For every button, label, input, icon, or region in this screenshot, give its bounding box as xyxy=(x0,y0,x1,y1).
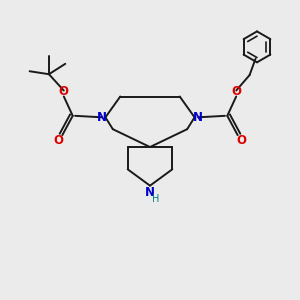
Text: O: O xyxy=(59,85,69,98)
Text: O: O xyxy=(236,134,246,147)
Text: O: O xyxy=(231,85,241,98)
Text: N: N xyxy=(145,186,155,199)
Text: O: O xyxy=(54,134,64,147)
Text: H: H xyxy=(152,194,160,204)
Text: N: N xyxy=(193,111,203,124)
Text: N: N xyxy=(97,111,107,124)
